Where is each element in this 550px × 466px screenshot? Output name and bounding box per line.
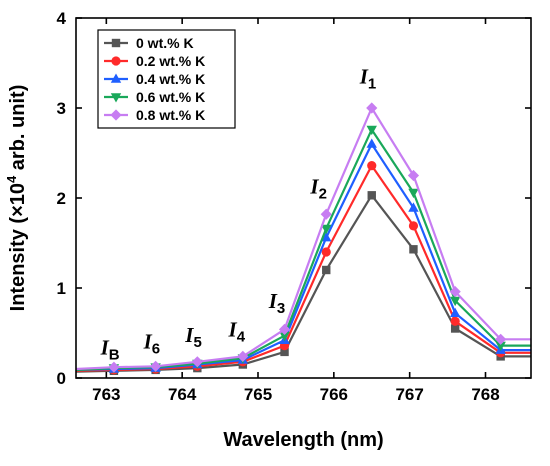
data-point: [322, 265, 331, 275]
legend-label: 0.6 wt.% K: [136, 89, 205, 105]
data-point: [279, 331, 290, 342]
peak-label: I4: [228, 318, 246, 346]
data-point: [408, 188, 419, 199]
data-point: [449, 307, 461, 317]
y-tick-label: 0: [57, 369, 66, 388]
series-5: [75, 102, 531, 373]
series-layer: [75, 102, 531, 375]
legend-marker: [110, 93, 122, 103]
peak-label: I2: [309, 175, 327, 203]
data-point: [495, 333, 507, 345]
y-axis-title-prefix: Intensity (×10: [7, 183, 29, 311]
legend-entry: 0 wt.% K: [104, 35, 194, 51]
y-tick-label: 3: [57, 99, 66, 118]
data-point: [450, 324, 460, 333]
data-point: [408, 221, 419, 231]
data-point: [321, 247, 331, 257]
peak-label: I6: [143, 329, 161, 357]
data-point: [321, 224, 332, 235]
legend-marker: [111, 56, 121, 66]
peak-label: IB: [100, 336, 120, 364]
peak-label: I1: [359, 65, 377, 93]
x-tick-label: 765: [244, 385, 272, 404]
peak-label: I5: [184, 323, 202, 351]
data-point: [278, 323, 291, 335]
legend: 0 wt.% K 0.2 wt.% K 0.4 wt.% K 0.6 wt.% K 0.…: [97, 29, 236, 129]
legend-marker: [111, 38, 121, 48]
legend-entry: 0.8 wt.% K: [104, 107, 205, 123]
data-point: [108, 361, 120, 373]
data-point: [367, 191, 376, 200]
x-axis-title: Wavelength (nm): [223, 429, 383, 451]
data-point: [280, 347, 289, 357]
legend-marker: [110, 73, 122, 83]
x-tick-label: 763: [92, 385, 120, 404]
x-tick-label: 766: [320, 385, 348, 404]
axes: 763 764 765 766 767 768 0 1 2 3 4: [57, 9, 532, 404]
y-axis-title-sup: 4: [4, 175, 19, 183]
data-point: [237, 350, 249, 362]
x-tick-label: 768: [471, 385, 499, 404]
y-tick-label: 2: [57, 189, 66, 208]
data-point: [366, 138, 377, 148]
legend-label: 0.8 wt.% K: [136, 107, 205, 123]
data-point: [150, 360, 162, 372]
legend-label: 0 wt.% K: [136, 35, 194, 51]
data-point: [191, 356, 203, 368]
x-tick-label: 764: [168, 385, 197, 404]
y-tick-label: 4: [57, 9, 67, 28]
legend-marker: [110, 109, 122, 121]
legend-label: 0.4 wt.% K: [136, 71, 205, 87]
legend-entry: 0.2 wt.% K: [104, 53, 205, 69]
y-axis-title: Intensity (×104 arb. unit): [4, 85, 29, 312]
annotation-layer: IB I6 I5 I4 I3 I2 I1: [100, 65, 377, 364]
legend-entry: 0.4 wt.% K: [104, 71, 205, 87]
y-axis-title-suffix: arb. unit): [7, 85, 29, 176]
data-point: [366, 102, 378, 114]
data-point: [450, 316, 460, 326]
data-point: [449, 296, 461, 307]
data-point: [495, 341, 506, 352]
data-point: [408, 202, 419, 212]
legend-entry: 0.6 wt.% K: [104, 89, 205, 105]
data-point: [321, 232, 332, 242]
series-line: [75, 106, 531, 371]
legend-label: 0.2 wt.% K: [136, 53, 205, 69]
data-point: [320, 208, 332, 220]
data-point: [366, 125, 377, 136]
peak-label: I3: [268, 289, 286, 317]
data-point: [407, 169, 420, 182]
y-tick-label: 1: [57, 279, 66, 298]
x-tick-label: 767: [395, 385, 423, 404]
data-point: [367, 161, 377, 171]
data-point: [409, 245, 418, 254]
data-point: [449, 286, 461, 298]
